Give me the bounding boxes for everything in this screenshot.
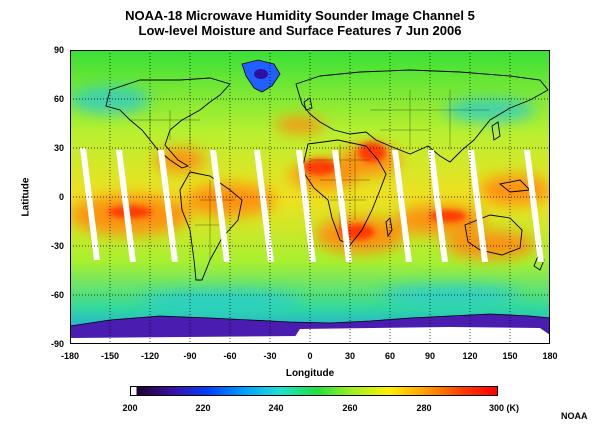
lat-tick: -30 [50,241,64,251]
lon-tick: -120 [140,351,159,361]
lon-tick: -150 [100,351,119,361]
colorbar-tick: 280 [416,403,432,413]
lat-tick: 0 [58,192,64,202]
map-title: NOAA-18 Microwave Humidity Sounder Image… [125,8,475,23]
credit-label: NOAA [561,411,588,421]
lon-tick: 90 [424,351,435,361]
lat-tick: 90 [53,45,64,55]
y-axis-label: Latitude [20,177,32,217]
lat-tick: 30 [53,143,64,153]
x-axis-label: Longitude [285,368,335,379]
lon-tick: 150 [502,351,518,361]
colorbar-tick: 240 [268,403,284,413]
colorbar-tick: 200 [122,403,138,413]
graticule [70,50,550,344]
map-subtitle: Low-level Moisture and Surface Features … [138,23,462,38]
colorbar-tick: 300 (K) [488,403,519,413]
plot-frame [70,50,550,344]
world-map-plot [70,50,550,344]
antarctic-ice [290,327,550,344]
lat-tick: -90 [50,339,64,349]
lon-tick: 0 [307,351,313,361]
lat-tick: 60 [53,94,64,104]
continent-outlines [105,69,549,281]
lon-tick: 60 [384,351,395,361]
lon-tick: 30 [344,351,355,361]
lon-tick: -60 [223,351,237,361]
colorbar [130,386,498,396]
lon-tick: -180 [60,351,79,361]
lat-tick: -60 [50,290,64,300]
data-gap-swaths [80,148,544,262]
colorbar-tick: 220 [195,403,211,413]
lon-tick: -30 [263,351,277,361]
lon-tick: -90 [183,351,197,361]
colorbar-tick: 260 [342,403,358,413]
lon-tick: 180 [542,351,558,361]
lon-tick: 120 [462,351,478,361]
